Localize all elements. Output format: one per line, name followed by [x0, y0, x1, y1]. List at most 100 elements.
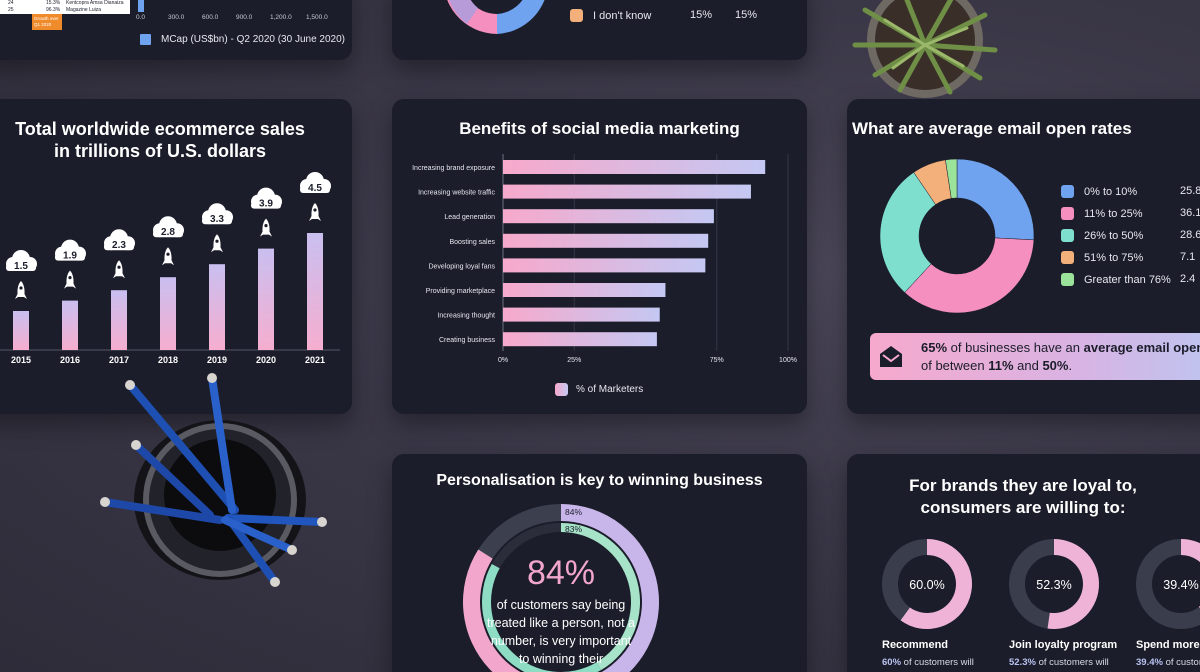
plant-decoration	[852, 0, 998, 98]
ring-label: 84%	[565, 507, 582, 517]
y-tick-label: Increasing website traffic	[418, 190, 495, 197]
survey-donut	[447, 0, 545, 34]
tick-label: 2019	[207, 355, 227, 365]
email-donut-chart	[879, 158, 1035, 314]
donut-caption-text: 39.4% of custom	[1136, 657, 1200, 668]
rocket-window	[313, 208, 317, 212]
legend-label: 0% to 10%	[1084, 185, 1138, 198]
cloud-icon	[6, 250, 37, 271]
rocket-icon	[309, 203, 321, 221]
survey-card: I don't know 15% 15%	[392, 0, 807, 60]
data-label: 3.9	[259, 199, 273, 210]
ring-progress	[561, 523, 640, 670]
legend-value: 2.4	[1180, 273, 1196, 285]
legend-swatch	[1061, 251, 1074, 264]
growth-badge: Growth over Q1 2020	[32, 14, 62, 30]
donut-value: 39.4%	[1163, 578, 1198, 592]
tick-label: 2021	[305, 355, 325, 365]
social-legend: % of Marketers	[555, 383, 643, 396]
ring-progress	[482, 563, 602, 672]
caption-pct: 52.3%	[1009, 657, 1036, 668]
donut-progress	[900, 539, 972, 629]
y-tick-label: Increasing brand exposure	[412, 165, 495, 172]
rocket-icon	[211, 234, 223, 253]
legend-value: 7.1	[1180, 251, 1196, 263]
table-cell-pct: 96.3%	[46, 7, 61, 13]
loyal-title-line2: consumers are willing to:	[920, 498, 1126, 517]
callout-high: 50%	[1042, 358, 1069, 373]
mcap-legend: MCap (US$bn) - Q2 2020 (30 June 2020)	[140, 34, 345, 45]
legend-swatch	[140, 34, 151, 45]
tick-label: 2018	[158, 355, 178, 365]
caption-rest: of customers will	[901, 657, 974, 668]
cloud-icon	[55, 239, 86, 261]
survey-value-b: 15%	[735, 9, 758, 21]
cloud-base	[6, 264, 36, 271]
email-card: What are average email open rates 0% to …	[847, 99, 1200, 414]
data-label: 2.3	[112, 240, 126, 251]
axis-tick: 300.0	[168, 14, 185, 21]
pencil-cup-decoration	[100, 373, 327, 587]
donut-caption-title: Join loyalty program	[1009, 639, 1118, 651]
data-label: 2.8	[161, 227, 175, 238]
legend-label: MCap (US$bn) - Q2 2020 (30 June 2020)	[161, 34, 345, 45]
rocket-window	[117, 265, 121, 269]
bar	[503, 283, 666, 297]
table-cell-rank: 25	[8, 7, 14, 13]
donut-caption-title: Recommend	[882, 639, 949, 651]
email-callout-line2: of between 11% and 50%.	[921, 356, 1072, 375]
x-tick-label: 75%	[710, 357, 724, 364]
legend-item: 51% to 75%	[1061, 251, 1143, 264]
legend-value: 25.8	[1180, 185, 1200, 197]
x-tick-label: 25%	[567, 357, 581, 364]
donut-caption-text: 60% of customers will	[882, 657, 974, 668]
caption-rest: of customers will	[1035, 657, 1109, 668]
rocket-fin	[309, 215, 321, 221]
bar	[13, 311, 29, 350]
loyal-title-line1: For brands they are loyal to,	[909, 476, 1137, 495]
cloud-base	[55, 253, 85, 261]
legend-item: Greater than 76%	[1061, 273, 1171, 286]
bar	[62, 300, 78, 350]
social-card: Benefits of social media marketing 0% 25%…	[392, 99, 807, 414]
y-tick-label: Boosting sales	[449, 239, 495, 246]
donut-slice	[449, 0, 478, 24]
cloud-base	[153, 230, 183, 238]
legend-item-dont-know: I don't know	[570, 9, 651, 22]
bar	[503, 184, 751, 199]
rocket-icon	[260, 218, 272, 237]
table-cell-name: Magazine Luiza	[66, 7, 102, 13]
cloud-icon	[153, 216, 184, 238]
tick-label: 2015	[11, 355, 31, 365]
ecommerce-title-line2: in trillions of U.S. dollars	[53, 141, 267, 161]
cloud-base	[300, 186, 330, 193]
axis-tick: 0.0	[136, 14, 146, 21]
donut-caption-text: 52.3% of customers will	[1009, 657, 1109, 668]
bar	[209, 264, 225, 350]
y-tick-label: Lead generation	[444, 214, 495, 221]
bar	[503, 160, 766, 174]
personal-text-line3: number, is very important	[490, 634, 632, 648]
legend-swatch	[1061, 207, 1074, 220]
caption-pct: 60%	[882, 657, 902, 668]
axis-tick: 1,200.0	[270, 14, 292, 21]
ecommerce-title-line1: Total worldwide ecommerce sales	[15, 119, 305, 139]
table-cell-name: Kentcopra Amsa Dianaiza	[66, 0, 124, 6]
loyal-donuts: 60.0% 52.3% 39.4%	[882, 539, 1200, 629]
y-tick-label: Creating business	[439, 337, 496, 344]
bar	[503, 332, 657, 347]
bar	[503, 307, 660, 322]
personal-title: Personalisation is key to winning busine…	[436, 472, 763, 489]
caption-pct: 39.4%	[1136, 657, 1163, 668]
donut-caption-title: Spend more	[1136, 639, 1200, 651]
legend-value: 36.1	[1180, 207, 1200, 219]
callout-low: 11%	[988, 358, 1014, 373]
bar	[111, 290, 127, 350]
bar	[503, 233, 709, 248]
social-chart: 0% 25% 75% 100% Increasing brand exposure Inc…	[412, 154, 797, 364]
callout-text: of businesses have an	[947, 340, 1084, 355]
legend-label: % of Marketers	[576, 384, 644, 395]
donut-slice	[956, 158, 1035, 241]
ring-label: 83%	[565, 524, 582, 534]
rocket-window	[68, 276, 72, 280]
